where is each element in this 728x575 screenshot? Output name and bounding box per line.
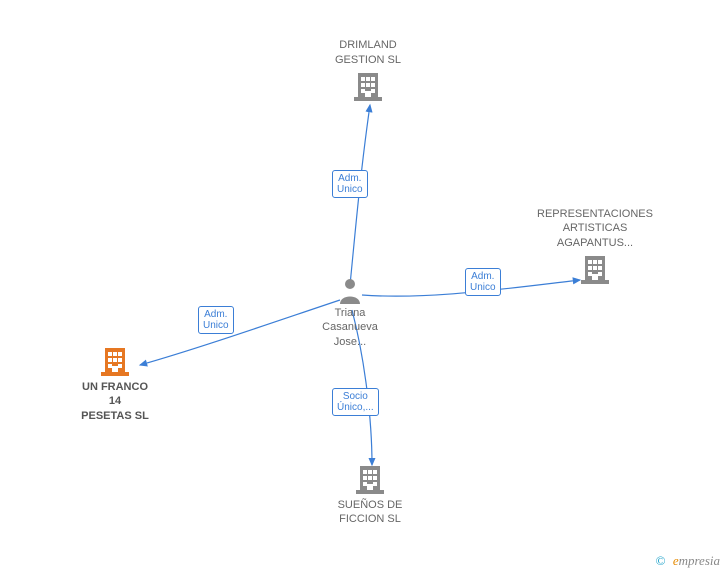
node-label-unfranco: UN FRANCO 14 PESETAS SL (45, 380, 185, 423)
building-icon-unfranco[interactable] (99, 344, 131, 376)
diagram-canvas: Adm. Unico Adm. Unico Socio Único,... Adm. … (0, 0, 728, 575)
copyright-footer: © empresia (656, 553, 720, 569)
edge-label-representaciones: Adm. Unico (465, 268, 501, 296)
node-label-drimland: DRIMLAND GESTION SL (298, 38, 438, 67)
building-icon-suenos[interactable] (354, 462, 386, 494)
brand-rest: mpresia (679, 553, 720, 568)
edge-label-unfranco: Adm. Unico (198, 306, 234, 334)
copyright-symbol: © (656, 553, 666, 568)
node-label-suenos: SUEÑOS DE FICCION SL (300, 498, 440, 527)
building-icon-drimland[interactable] (352, 69, 384, 101)
edge-label-suenos: Socio Único,... (332, 388, 379, 416)
person-label: Triana Casanueva Jose... (305, 306, 395, 349)
building-icon-representaciones[interactable] (579, 252, 611, 284)
node-label-representaciones: REPRESENTACIONES ARTISTICAS AGAPANTUS... (525, 207, 665, 250)
edge-label-drimland: Adm. Unico (332, 170, 368, 198)
person-icon[interactable] (336, 276, 364, 304)
